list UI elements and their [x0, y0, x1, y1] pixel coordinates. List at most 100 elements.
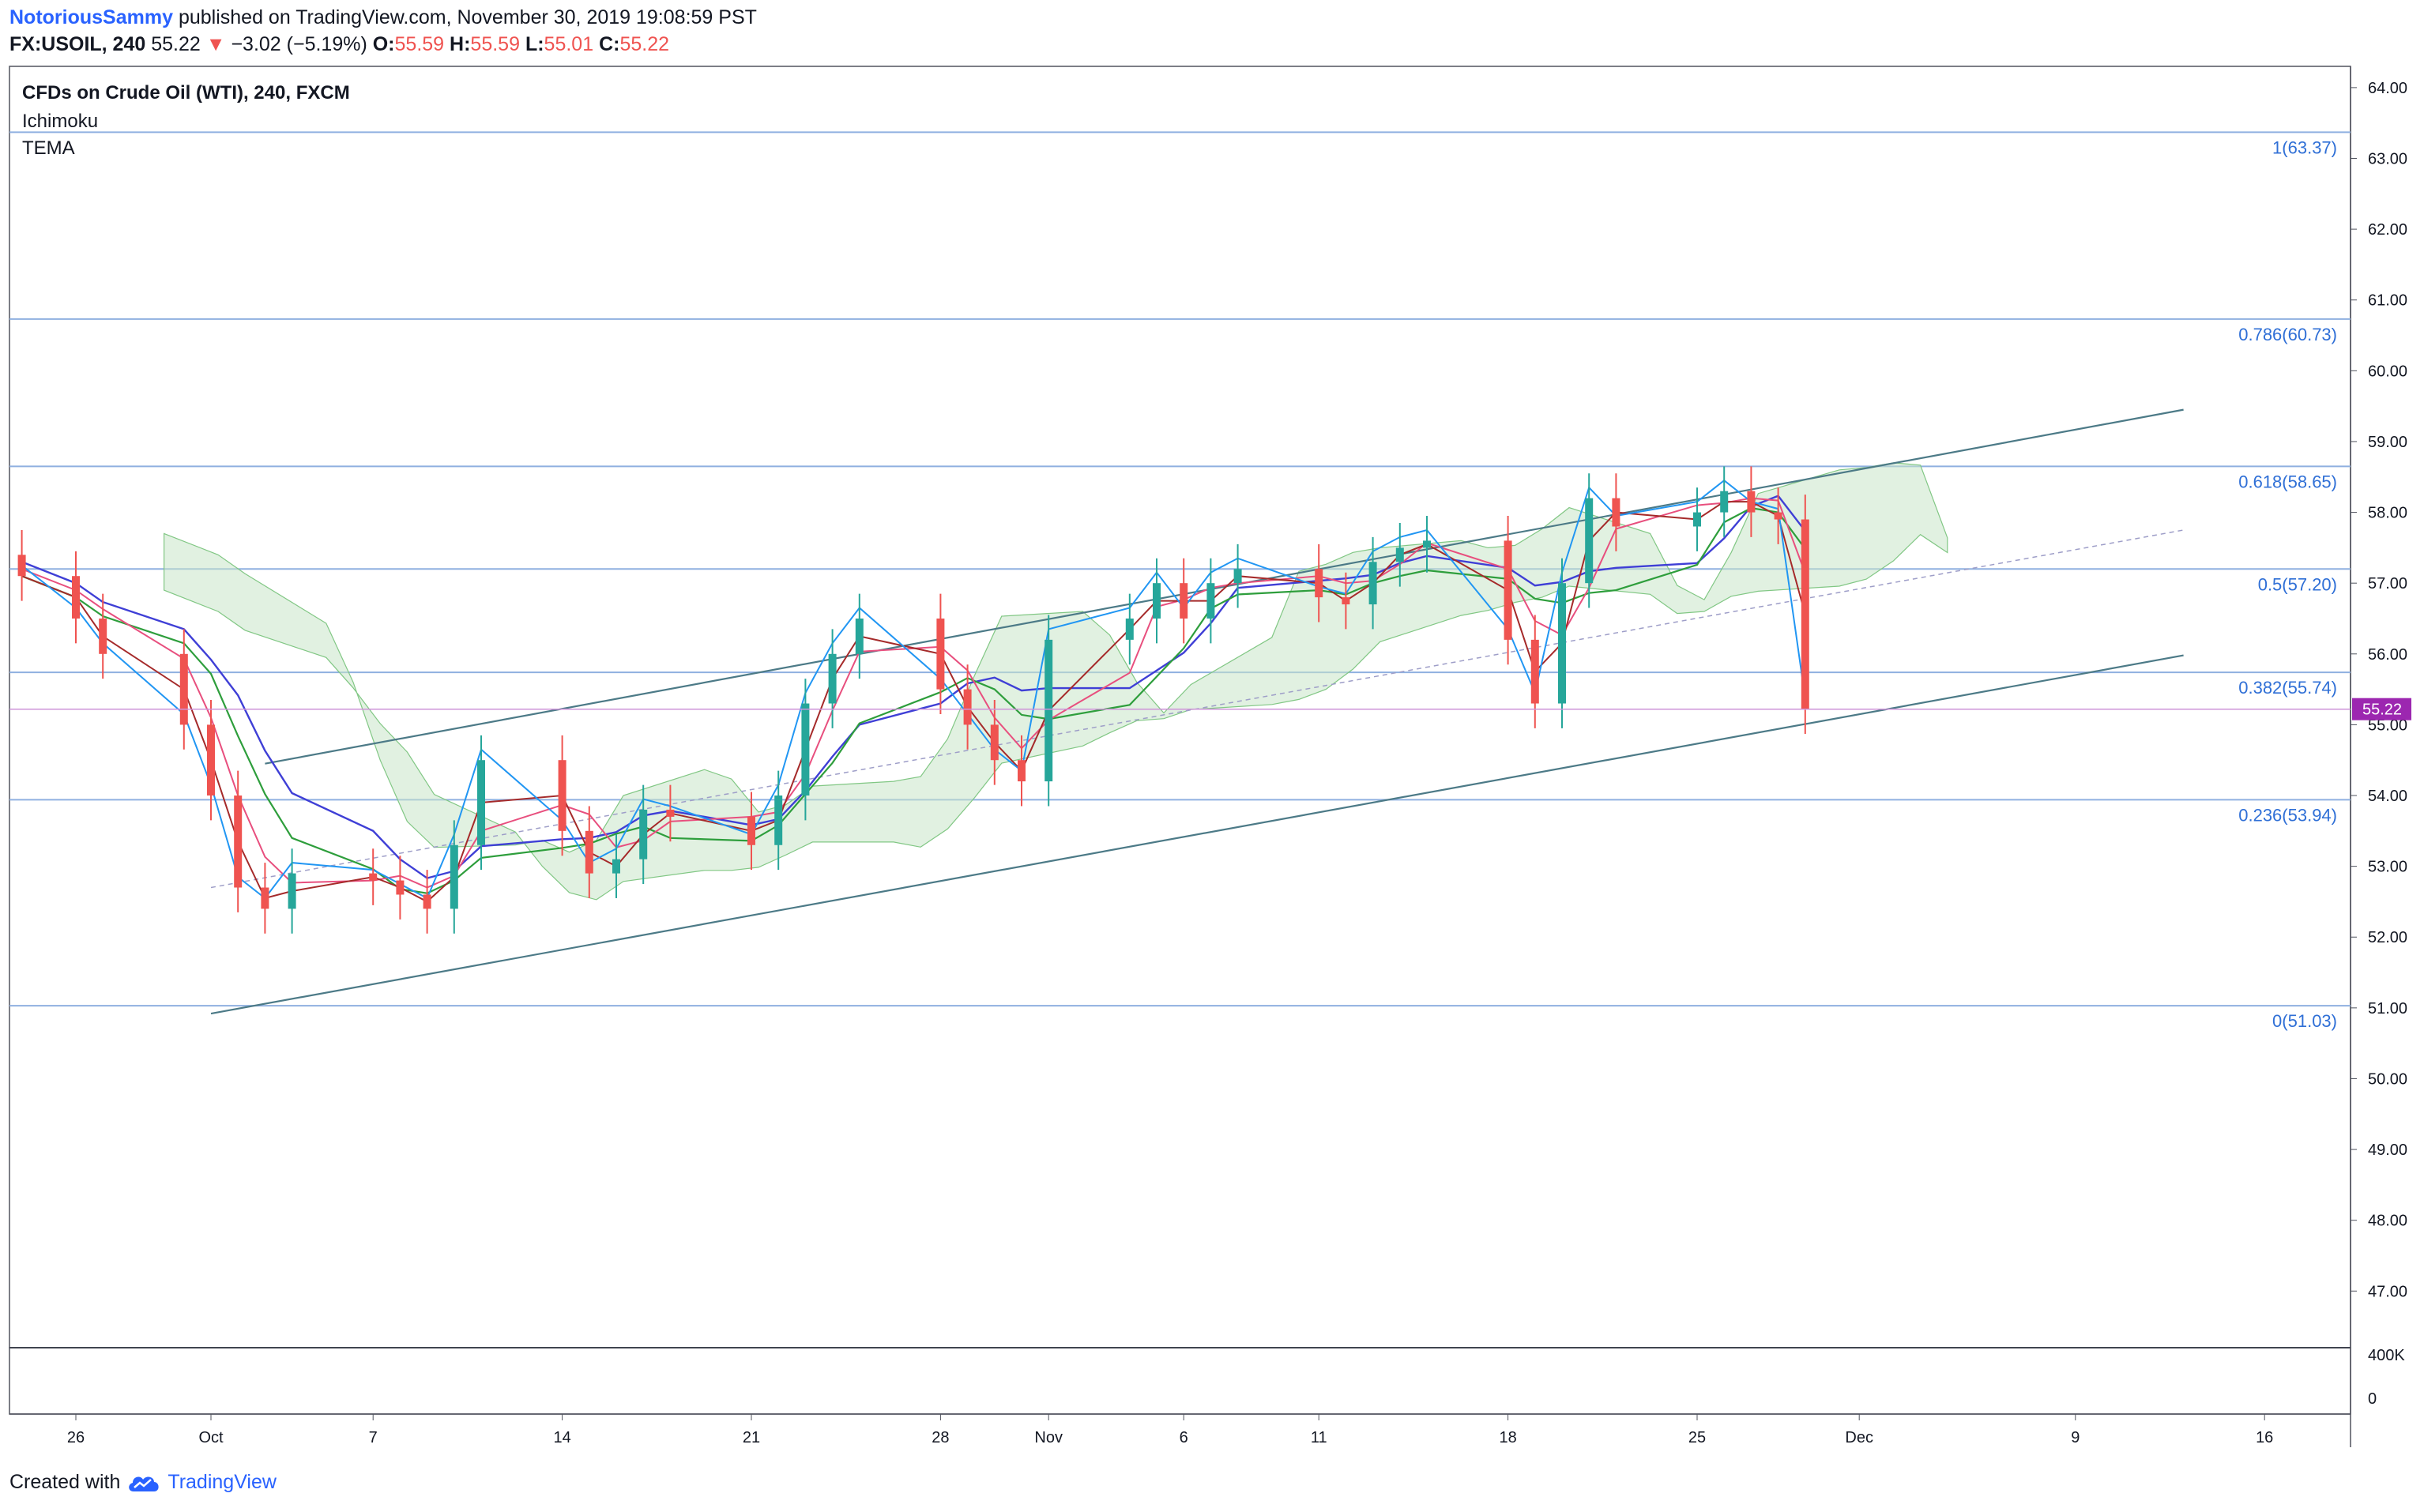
- close-value: 55.22: [619, 33, 670, 55]
- candle-body: [288, 873, 296, 909]
- candle-body: [1233, 569, 1242, 584]
- y-tick-label: 63.00: [2368, 150, 2407, 167]
- candle-body: [1045, 639, 1053, 782]
- y-tick-label: 53.00: [2368, 859, 2407, 876]
- candle-body: [1018, 760, 1026, 782]
- y-tick-label: 62.00: [2368, 221, 2407, 239]
- last-price: 55.22: [151, 33, 201, 55]
- down-arrow-icon: ▼: [205, 33, 226, 55]
- y-tick-label: 47.00: [2368, 1283, 2407, 1300]
- fib-level-label: 0.382(55.74): [2238, 678, 2337, 698]
- candle-body: [1693, 512, 1701, 527]
- candle-body: [477, 760, 485, 845]
- fib-level-label: 1(63.37): [2272, 137, 2337, 157]
- candle-body: [1315, 569, 1323, 598]
- indicator-ichimoku[interactable]: Ichimoku: [22, 111, 99, 132]
- candle-body: [774, 795, 783, 845]
- y-tick-label: 60.00: [2368, 363, 2407, 380]
- candle-body: [585, 830, 593, 874]
- y-tick-label: 49.00: [2368, 1142, 2407, 1159]
- high-value: 55.59: [470, 33, 520, 55]
- candle-body: [1125, 618, 1134, 640]
- created-with-label: Created with: [9, 1471, 121, 1493]
- y-tick-label: 64.00: [2368, 80, 2407, 97]
- candle-body: [1747, 491, 1756, 513]
- x-tick-label: 6: [1180, 1429, 1188, 1446]
- y-tick-label: 52.00: [2368, 929, 2407, 946]
- y-tick-label: 48.00: [2368, 1213, 2407, 1230]
- candle-body: [207, 724, 215, 796]
- candle-body: [963, 689, 972, 725]
- indicator-tema[interactable]: TEMA: [22, 137, 75, 159]
- y-tick-label: 58.00: [2368, 505, 2407, 522]
- last-price-tag: [2352, 698, 2411, 720]
- x-tick-label: 25: [1688, 1429, 1706, 1446]
- footer: Created with TradingView: [9, 1471, 277, 1494]
- channel-line-upper: [265, 408, 2184, 765]
- y-tick-label: 55.00: [2368, 717, 2407, 734]
- x-tick-label: 14: [553, 1429, 570, 1446]
- candle-body: [179, 653, 188, 725]
- candle-body: [1801, 519, 1809, 709]
- candle-body: [1153, 583, 1161, 619]
- y-tick-label: 57.00: [2368, 575, 2407, 592]
- low-label: L:: [525, 33, 544, 55]
- change-value: −3.02 (−5.19%): [231, 33, 367, 55]
- publish-date: published on TradingView.com, November 3…: [178, 6, 757, 28]
- low-value: 55.01: [544, 33, 594, 55]
- tema-green-line: [21, 507, 1806, 894]
- y-tick-label: 59.00: [2368, 434, 2407, 451]
- x-tick-label: Oct: [198, 1429, 224, 1446]
- fib-level-label: 0(51.03): [2272, 1011, 2337, 1031]
- fib-level-label: 0.786(60.73): [2238, 325, 2337, 344]
- fib-level-label: 0.5(57.20): [2258, 574, 2337, 594]
- candle-body: [1720, 491, 1729, 513]
- tema-pink-line: [21, 497, 1806, 889]
- candle-body: [261, 887, 269, 909]
- ichimoku-cloud: [164, 462, 1948, 901]
- y-tick-label: 56.00: [2368, 646, 2407, 664]
- kijun-line: [21, 501, 1806, 903]
- candle-body: [1206, 583, 1215, 619]
- candle-body: [1558, 583, 1566, 704]
- candle-body: [396, 880, 405, 895]
- x-tick-label: 11: [1311, 1429, 1327, 1446]
- y-tick-label: 50.00: [2368, 1070, 2407, 1088]
- candle-body: [1395, 547, 1404, 562]
- candle-body: [450, 844, 458, 909]
- candle-body: [1368, 562, 1377, 605]
- candle-body: [1774, 512, 1782, 520]
- candle-body: [369, 873, 378, 881]
- x-tick-label: 16: [2256, 1429, 2273, 1446]
- candle-body: [1585, 498, 1594, 584]
- fib-level-label: 0.236(53.94): [2238, 805, 2337, 825]
- candle-body: [1530, 639, 1539, 704]
- tradingview-cloud-icon: [129, 1476, 159, 1491]
- x-tick-label: 9: [2071, 1429, 2080, 1446]
- volume-tick-label: 0: [2368, 1390, 2377, 1408]
- tenkan-line: [21, 479, 1806, 900]
- candle-body: [855, 618, 864, 654]
- open-value: 55.59: [394, 33, 445, 55]
- y-tick-label: 51.00: [2368, 1000, 2407, 1017]
- candle-body: [1180, 583, 1188, 619]
- candle-body: [828, 653, 837, 704]
- chart-title: CFDs on Crude Oil (WTI), 240, FXCM: [22, 82, 350, 103]
- candle-body: [801, 703, 810, 796]
- open-label: O:: [372, 33, 395, 55]
- candle-body: [99, 618, 107, 654]
- x-tick-label: 18: [1499, 1429, 1516, 1446]
- x-tick-label: 21: [743, 1429, 760, 1446]
- candle-body: [666, 809, 675, 817]
- tradingview-link[interactable]: TradingView: [167, 1471, 277, 1493]
- candle-body: [936, 618, 945, 690]
- candle-body: [423, 894, 431, 909]
- x-tick-label: 28: [932, 1429, 949, 1446]
- author-link[interactable]: NotoriousSammy: [9, 6, 173, 28]
- ohlc-bar: FX:USOIL, 240 55.22 ▼ −3.02 (−5.19%) O:5…: [9, 33, 669, 56]
- candle-body: [558, 760, 566, 831]
- fib-level-label: 0.618(58.65): [2238, 472, 2337, 491]
- channel-line-lower: [210, 654, 2184, 1015]
- close-label: C:: [599, 33, 620, 55]
